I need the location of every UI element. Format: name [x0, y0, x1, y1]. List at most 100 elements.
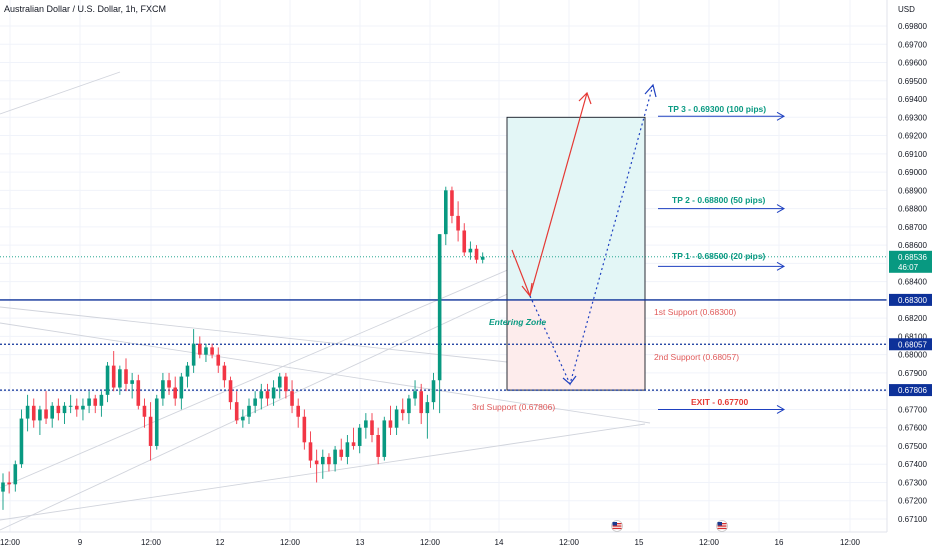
candle: [308, 431, 313, 468]
candle-body: [93, 398, 98, 406]
x-tick-label: 14: [495, 538, 504, 547]
y-tick-label: 0.68600: [898, 241, 927, 250]
y-tick-label: 0.68100: [898, 332, 927, 341]
candle: [44, 391, 48, 425]
tp2-label: TP 2 - 0.68800 (50 pips): [672, 195, 766, 205]
arrow-head: [776, 261, 786, 271]
candle-body: [38, 409, 42, 421]
price-tag-value: 0.67806: [898, 386, 927, 395]
candle-body: [13, 464, 18, 485]
candle: [25, 394, 30, 432]
candle-body: [370, 420, 374, 436]
arrow-head: [578, 91, 592, 105]
candle: [345, 435, 350, 465]
candle-body: [142, 405, 147, 417]
candle-body: [241, 416, 245, 421]
candle: [136, 374, 141, 410]
candle: [13, 460, 18, 492]
candle: [216, 347, 221, 373]
y-tick-label: 0.69000: [898, 168, 927, 177]
price-tag-bg: [889, 293, 932, 306]
candle: [437, 234, 442, 414]
y-tick-label: 0.67300: [898, 478, 927, 487]
candle-body: [161, 380, 165, 399]
candle: [50, 402, 54, 428]
candle: [75, 398, 79, 417]
candle-body: [173, 387, 177, 399]
projection-paths: [511, 83, 786, 414]
candle: [228, 376, 233, 410]
y-tick-label: 0.67200: [898, 497, 927, 506]
candle-body: [407, 398, 411, 414]
candle: [370, 413, 374, 443]
x-tick-label: 12:00: [141, 538, 162, 547]
candle: [154, 394, 159, 450]
candle: [1, 473, 5, 510]
y-tick-label: 0.67600: [898, 424, 927, 433]
candle: [241, 409, 245, 428]
candle-body: [308, 442, 313, 461]
candle-body: [191, 343, 196, 366]
candle-body: [136, 380, 141, 406]
arrow-head: [776, 111, 786, 121]
us-flag-icon[interactable]: [611, 520, 623, 532]
x-tick-label: 12:00: [840, 538, 861, 547]
x-tick-label: 12:00: [0, 538, 21, 547]
x-tick-label: 12:00: [280, 538, 301, 547]
price-axis[interactable]: USD 0.69800 0.69700 0.69600 0.69500 0.69400 0…: [886, 0, 927, 532]
candle: [167, 372, 171, 395]
y-tick-label: 0.68800: [898, 205, 927, 214]
time-axis[interactable]: 12:00 9 12:00 12 12:00 13 12:00 14 12:00 15 12:00 1…: [0, 531, 887, 547]
tp3-label: TP 3 - 0.69300 (100 pips): [668, 104, 766, 114]
candle-body: [290, 391, 294, 406]
candle: [93, 394, 98, 414]
current-price-value: 0.68536: [898, 253, 927, 262]
candlestick-series: [1, 186, 485, 510]
candle-body: [75, 405, 79, 410]
candle-body: [357, 427, 362, 446]
candle: [351, 427, 356, 450]
candle: [413, 380, 417, 406]
candle: [296, 398, 300, 428]
candle-body: [253, 398, 257, 406]
trend-line: [0, 322, 651, 424]
candle: [376, 427, 380, 465]
candle-body: [382, 420, 387, 457]
candle: [185, 361, 190, 388]
arrow-head: [776, 405, 786, 414]
y-tick-label: 0.68400: [898, 278, 927, 287]
candle-body: [437, 234, 442, 381]
candle-body: [296, 405, 300, 417]
candle-body: [234, 402, 239, 421]
candle-body: [247, 405, 251, 417]
candle-body: [154, 398, 159, 446]
candle-body: [228, 380, 233, 403]
candle: [339, 438, 344, 461]
candle: [87, 391, 91, 414]
candle-body: [284, 376, 288, 392]
x-tick-label: 12: [216, 538, 225, 547]
us-flag-icon[interactable]: [716, 520, 728, 532]
candle: [124, 358, 128, 392]
candle-body: [179, 376, 184, 399]
y-tick-label: 0.67500: [898, 442, 927, 451]
candle: [431, 372, 436, 410]
y-tick-label: 0.69600: [898, 59, 927, 68]
candle: [394, 405, 399, 436]
candle: [198, 336, 202, 359]
events-markers: [611, 520, 728, 532]
candle-body: [394, 409, 399, 428]
candle: [357, 424, 362, 454]
support3-label: 3rd Support (0.67806): [472, 402, 555, 412]
x-tick-label: 12:00: [699, 538, 720, 547]
candle-body: [364, 420, 368, 428]
candle-body: [19, 418, 24, 465]
candle: [99, 391, 104, 417]
candle-body: [314, 460, 319, 465]
candle: [450, 186, 454, 224]
candle: [456, 201, 460, 242]
candle-body: [265, 391, 270, 399]
y-tick-label: 0.68900: [898, 186, 927, 195]
candle: [7, 471, 11, 494]
